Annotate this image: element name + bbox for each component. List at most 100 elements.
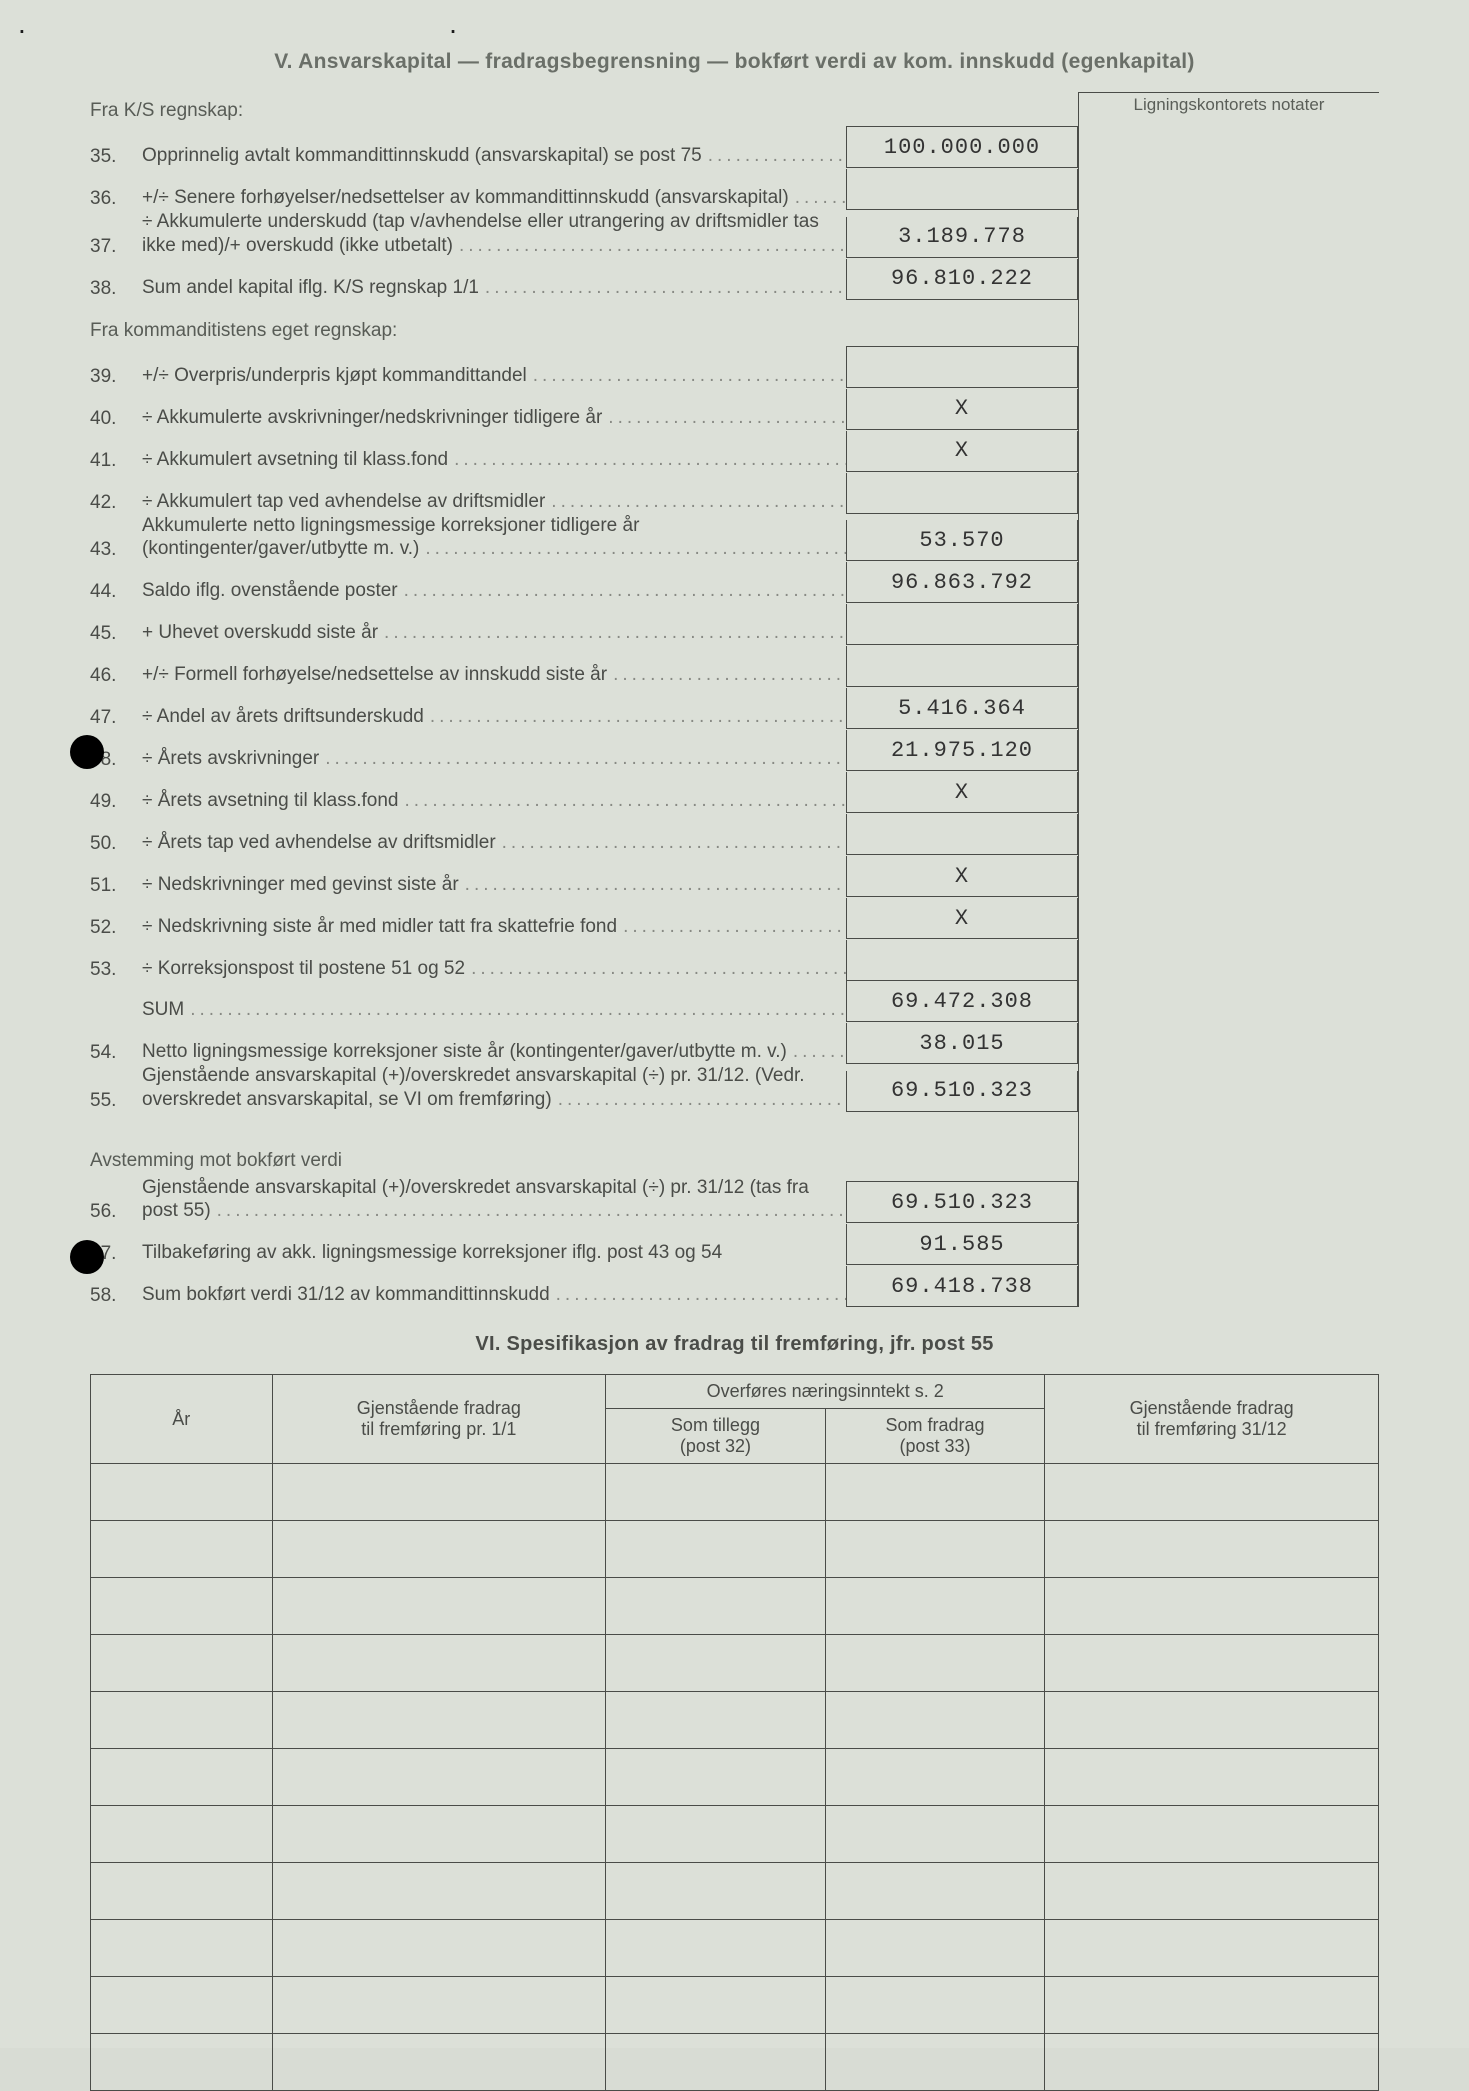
table-cell	[272, 1692, 606, 1749]
table-cell	[606, 1635, 826, 1692]
table-cell	[1045, 1692, 1379, 1749]
table-cell	[825, 1749, 1045, 1806]
table-cell	[825, 1806, 1045, 1863]
row-num: 40.	[90, 408, 142, 430]
row-num: 52.	[90, 917, 142, 939]
row-label: ÷ Korreksjonspost til postene 51 og 52	[142, 957, 846, 981]
table-cell	[91, 1521, 273, 1578]
section-vi-title: VI. Spesifikasjon av fradrag til fremfør…	[90, 1333, 1379, 1356]
row-value: X	[846, 772, 1078, 813]
table-cell	[91, 1635, 273, 1692]
row-num: 55.	[90, 1090, 142, 1112]
table-cell	[606, 1977, 826, 2034]
row-num: 53.	[90, 959, 142, 981]
punch-hole	[70, 735, 104, 769]
table-cell	[91, 1977, 273, 2034]
table-cell	[91, 1920, 273, 1977]
row-37: 37. ÷ Akkumulerte underskudd (tap v/avhe…	[90, 210, 1078, 258]
row-value: 69.510.323	[846, 1181, 1078, 1223]
row-53: 53. ÷ Korreksjonspost til postene 51 og …	[90, 939, 1078, 981]
row-num: 39.	[90, 366, 142, 388]
row-value	[846, 814, 1078, 855]
section-v-title: V. Ansvarskapital — fradragsbegrensning …	[90, 50, 1379, 74]
row-label: ÷ Årets tap ved avhendelse av driftsmidl…	[142, 831, 846, 855]
row-48: 48. ÷ Årets avskrivninger 21.975.120	[90, 729, 1078, 771]
row-label: SUM	[142, 998, 846, 1022]
row-num: 35.	[90, 146, 142, 168]
row-value: 3.189.778	[846, 217, 1078, 258]
row-label: Saldo iflg. ovenstående poster	[142, 579, 846, 603]
col-tillegg: Som tillegg (post 32)	[606, 1409, 826, 1464]
table-cell	[825, 1692, 1045, 1749]
col-overfores: Overføres næringsinntekt s. 2	[606, 1375, 1045, 1409]
form-main: Fra K/S regnskap: 35. Opprinnelig avtalt…	[90, 92, 1078, 1307]
row-value: X	[846, 898, 1078, 939]
gap	[90, 300, 1078, 312]
table-row	[91, 1635, 1379, 1692]
row-45: 45. + Uhevet overskudd siste år	[90, 603, 1078, 645]
row-label: ÷ Nedskrivninger med gevinst siste år	[142, 873, 846, 897]
row-value: X	[846, 431, 1078, 472]
row-label: Netto ligningsmessige korreksjoner siste…	[142, 1040, 846, 1064]
col-remain-1-1: Gjenstående fradrag til fremføring pr. 1…	[272, 1375, 606, 1464]
row-label: Sum bokført verdi 31/12 av kommandittinn…	[142, 1283, 846, 1307]
table-cell	[272, 1521, 606, 1578]
table-cell	[91, 1464, 273, 1521]
row-value: 91.585	[846, 1224, 1078, 1265]
row-39: 39. +/÷ Overpris/underpris kjøpt kommand…	[90, 346, 1078, 388]
table-row	[91, 1464, 1379, 1521]
table-cell	[91, 1863, 273, 1920]
row-56: 56. Gjenstående ansvarskapital (+)/overs…	[90, 1176, 1078, 1224]
row-35: 35. Opprinnelig avtalt kommandittinnskud…	[90, 126, 1078, 168]
row-58: 58. Sum bokført verdi 31/12 av kommandit…	[90, 1265, 1078, 1307]
table-cell	[91, 1578, 273, 1635]
table-cell	[606, 1692, 826, 1749]
heading-ks: Fra K/S regnskap:	[90, 100, 1078, 122]
table-cell	[606, 1863, 826, 1920]
row-label: ÷ Andel av årets driftsunderskudd	[142, 705, 846, 729]
table-cell	[825, 2034, 1045, 2091]
row-num: 50.	[90, 833, 142, 855]
row-46: 46. +/÷ Formell forhøyelse/nedsettelse a…	[90, 645, 1078, 687]
table-cell	[825, 1464, 1045, 1521]
row-num: 36.	[90, 188, 142, 210]
table-cell	[825, 1920, 1045, 1977]
gap	[90, 1112, 1078, 1142]
row-value	[846, 646, 1078, 687]
row-num: 45.	[90, 623, 142, 645]
table-cell	[272, 1977, 606, 2034]
row-num: 43.	[90, 539, 142, 561]
row-value: 69.418.738	[846, 1266, 1078, 1307]
row-num: 46.	[90, 665, 142, 687]
row-label: ÷ Akkumulert avsetning til klass.fond	[142, 448, 846, 472]
table-cell	[606, 1521, 826, 1578]
table-cell	[1045, 1749, 1379, 1806]
table-row	[91, 1749, 1379, 1806]
table-row	[91, 1977, 1379, 2034]
row-value: 5.416.364	[846, 688, 1078, 729]
row-38: 38. Sum andel kapital iflg. K/S regnskap…	[90, 258, 1078, 300]
row-num: 56.	[90, 1201, 142, 1223]
heading-kommanditist: Fra kommanditistens eget regnskap:	[90, 320, 1078, 342]
row-value	[846, 940, 1078, 981]
row-num: 38.	[90, 278, 142, 300]
row-57: 57. Tilbakeføring av akk. ligningsmessig…	[90, 1223, 1078, 1265]
row-label: Gjenstående ansvarskapital (+)/overskred…	[142, 1176, 846, 1224]
row-num: 41.	[90, 450, 142, 472]
table-cell	[825, 1977, 1045, 2034]
table-row	[91, 1578, 1379, 1635]
table-row	[91, 1863, 1379, 1920]
table-cell	[272, 1749, 606, 1806]
col-remain-31-12: Gjenstående fradrag til fremføring 31/12	[1045, 1375, 1379, 1464]
row-num: 49.	[90, 791, 142, 813]
row-52: 52. ÷ Nedskrivning siste år med midler t…	[90, 897, 1078, 939]
col-fradrag: Som fradrag (post 33)	[825, 1409, 1045, 1464]
table-cell	[1045, 2034, 1379, 2091]
table-cell	[272, 1863, 606, 1920]
table-cell	[825, 1635, 1045, 1692]
notes-header: Ligningskontorets notater	[1087, 91, 1371, 119]
row-label: Tilbakeføring av akk. ligningsmessige ko…	[142, 1241, 846, 1265]
form-area: Fra K/S regnskap: 35. Opprinnelig avtalt…	[90, 92, 1379, 1307]
table-row	[91, 2034, 1379, 2091]
row-label: ÷ Årets avskrivninger	[142, 747, 846, 771]
